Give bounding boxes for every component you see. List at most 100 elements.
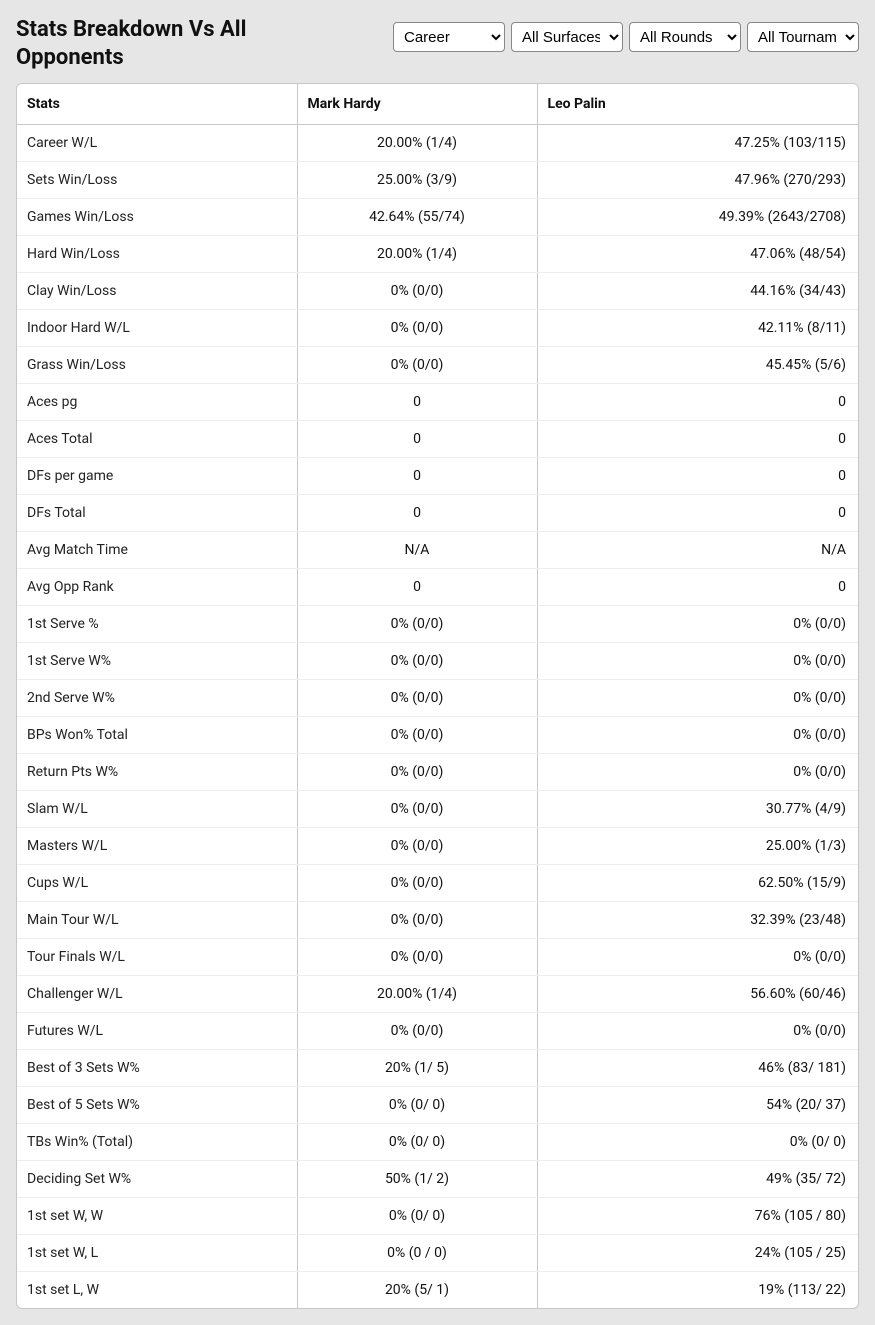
- stat-value-player1: 0% (0/0): [297, 717, 537, 754]
- stat-value-player2: N/A: [537, 532, 858, 569]
- stat-value-player1: 0% (0/0): [297, 680, 537, 717]
- table-row: Tour Finals W/L0% (0/0)0% (0/0): [17, 939, 858, 976]
- col-header-stats: Stats: [17, 84, 297, 125]
- stat-value-player1: 0% (0/ 0): [297, 1198, 537, 1235]
- stat-value-player1: 0: [297, 495, 537, 532]
- stat-value-player2: 32.39% (23/48): [537, 902, 858, 939]
- stat-label: Aces pg: [17, 384, 297, 421]
- stat-label: BPs Won% Total: [17, 717, 297, 754]
- stat-value-player1: 0% (0/0): [297, 754, 537, 791]
- stat-label: Best of 3 Sets W%: [17, 1050, 297, 1087]
- stat-value-player2: 0% (0/0): [537, 680, 858, 717]
- page-title: Stats Breakdown Vs All Opponents: [16, 16, 336, 71]
- stat-value-player2: 0: [537, 421, 858, 458]
- table-row: Aces pg00: [17, 384, 858, 421]
- table-row: Indoor Hard W/L0% (0/0)42.11% (8/11): [17, 310, 858, 347]
- stat-value-player2: 47.06% (48/54): [537, 236, 858, 273]
- stat-label: Grass Win/Loss: [17, 347, 297, 384]
- stat-label: Slam W/L: [17, 791, 297, 828]
- stat-value-player1: 0% (0/0): [297, 643, 537, 680]
- stat-value-player2: 25.00% (1/3): [537, 828, 858, 865]
- stat-value-player1: 0% (0/0): [297, 1013, 537, 1050]
- stat-value-player1: 20.00% (1/4): [297, 125, 537, 162]
- stat-value-player1: 0: [297, 569, 537, 606]
- stat-label: 1st Serve W%: [17, 643, 297, 680]
- filter-period-select[interactable]: Career: [393, 22, 505, 52]
- stat-label: 1st set W, W: [17, 1198, 297, 1235]
- table-row: 1st set W, L0% (0 / 0)24% (105 / 25): [17, 1235, 858, 1272]
- stat-label: DFs Total: [17, 495, 297, 532]
- filter-bar: Career All Surfaces All Rounds All Tourn…: [393, 16, 859, 52]
- stats-table: Stats Mark Hardy Leo Palin Career W/L20.…: [17, 84, 858, 1308]
- table-row: Slam W/L0% (0/0)30.77% (4/9): [17, 791, 858, 828]
- stat-value-player2: 19% (113/ 22): [537, 1272, 858, 1309]
- stat-value-player1: 0% (0/0): [297, 310, 537, 347]
- stat-label: Best of 5 Sets W%: [17, 1087, 297, 1124]
- table-row: Avg Opp Rank00: [17, 569, 858, 606]
- stat-value-player1: 0% (0/ 0): [297, 1087, 537, 1124]
- table-row: Futures W/L0% (0/0)0% (0/0): [17, 1013, 858, 1050]
- stat-label: Clay Win/Loss: [17, 273, 297, 310]
- stat-label: 1st Serve %: [17, 606, 297, 643]
- table-header-row: Stats Mark Hardy Leo Palin: [17, 84, 858, 125]
- table-row: Challenger W/L20.00% (1/4)56.60% (60/46): [17, 976, 858, 1013]
- stat-value-player1: 25.00% (3/9): [297, 162, 537, 199]
- filter-round-select[interactable]: All Rounds: [629, 22, 741, 52]
- stat-value-player2: 0% (0/0): [537, 939, 858, 976]
- table-row: TBs Win% (Total)0% (0/ 0)0% (0/ 0): [17, 1124, 858, 1161]
- stat-value-player2: 49% (35/ 72): [537, 1161, 858, 1198]
- stat-value-player2: 42.11% (8/11): [537, 310, 858, 347]
- filter-surface-select[interactable]: All Surfaces: [511, 22, 623, 52]
- stat-value-player1: 0% (0/0): [297, 273, 537, 310]
- table-row: Main Tour W/L0% (0/0)32.39% (23/48): [17, 902, 858, 939]
- stat-label: Masters W/L: [17, 828, 297, 865]
- stat-value-player1: 0% (0/0): [297, 606, 537, 643]
- table-row: Grass Win/Loss0% (0/0)45.45% (5/6): [17, 347, 858, 384]
- stat-value-player1: 42.64% (55/74): [297, 199, 537, 236]
- table-row: 2nd Serve W%0% (0/0)0% (0/0): [17, 680, 858, 717]
- stat-label: Avg Opp Rank: [17, 569, 297, 606]
- stat-label: 1st set W, L: [17, 1235, 297, 1272]
- stat-value-player2: 0% (0/0): [537, 754, 858, 791]
- stat-value-player2: 45.45% (5/6): [537, 347, 858, 384]
- table-row: BPs Won% Total0% (0/0)0% (0/0): [17, 717, 858, 754]
- stat-value-player1: 0% (0/ 0): [297, 1124, 537, 1161]
- table-row: 1st Serve W%0% (0/0)0% (0/0): [17, 643, 858, 680]
- stat-label: Indoor Hard W/L: [17, 310, 297, 347]
- table-row: DFs per game00: [17, 458, 858, 495]
- stat-value-player2: 24% (105 / 25): [537, 1235, 858, 1272]
- stat-label: TBs Win% (Total): [17, 1124, 297, 1161]
- stat-value-player2: 0: [537, 569, 858, 606]
- stat-value-player2: 49.39% (2643/2708): [537, 199, 858, 236]
- stat-value-player2: 46% (83/ 181): [537, 1050, 858, 1087]
- table-row: Best of 5 Sets W%0% (0/ 0)54% (20/ 37): [17, 1087, 858, 1124]
- stat-value-player1: 0: [297, 458, 537, 495]
- filter-tournament-select[interactable]: All Tournaments: [747, 22, 859, 52]
- stat-value-player1: 0% (0/0): [297, 902, 537, 939]
- stat-label: Sets Win/Loss: [17, 162, 297, 199]
- table-row: 1st set L, W20% (5/ 1)19% (113/ 22): [17, 1272, 858, 1309]
- stat-value-player1: 0: [297, 384, 537, 421]
- table-row: Sets Win/Loss25.00% (3/9)47.96% (270/293…: [17, 162, 858, 199]
- stat-label: Career W/L: [17, 125, 297, 162]
- table-row: Hard Win/Loss20.00% (1/4)47.06% (48/54): [17, 236, 858, 273]
- table-row: Clay Win/Loss0% (0/0)44.16% (34/43): [17, 273, 858, 310]
- stat-value-player1: 0: [297, 421, 537, 458]
- stat-value-player2: 0: [537, 495, 858, 532]
- stat-value-player2: 44.16% (34/43): [537, 273, 858, 310]
- stat-label: Games Win/Loss: [17, 199, 297, 236]
- table-row: 1st set W, W0% (0/ 0)76% (105 / 80): [17, 1198, 858, 1235]
- stat-label: Deciding Set W%: [17, 1161, 297, 1198]
- table-row: Aces Total00: [17, 421, 858, 458]
- table-row: Best of 3 Sets W%20% (1/ 5)46% (83/ 181): [17, 1050, 858, 1087]
- stat-value-player2: 0% (0/0): [537, 643, 858, 680]
- stat-value-player2: 0% (0/ 0): [537, 1124, 858, 1161]
- stat-value-player1: 20% (5/ 1): [297, 1272, 537, 1309]
- table-row: Return Pts W%0% (0/0)0% (0/0): [17, 754, 858, 791]
- stat-value-player2: 0: [537, 384, 858, 421]
- stat-label: Challenger W/L: [17, 976, 297, 1013]
- table-row: Games Win/Loss42.64% (55/74)49.39% (2643…: [17, 199, 858, 236]
- table-row: Deciding Set W%50% (1/ 2)49% (35/ 72): [17, 1161, 858, 1198]
- stat-label: Avg Match Time: [17, 532, 297, 569]
- stat-value-player2: 0% (0/0): [537, 606, 858, 643]
